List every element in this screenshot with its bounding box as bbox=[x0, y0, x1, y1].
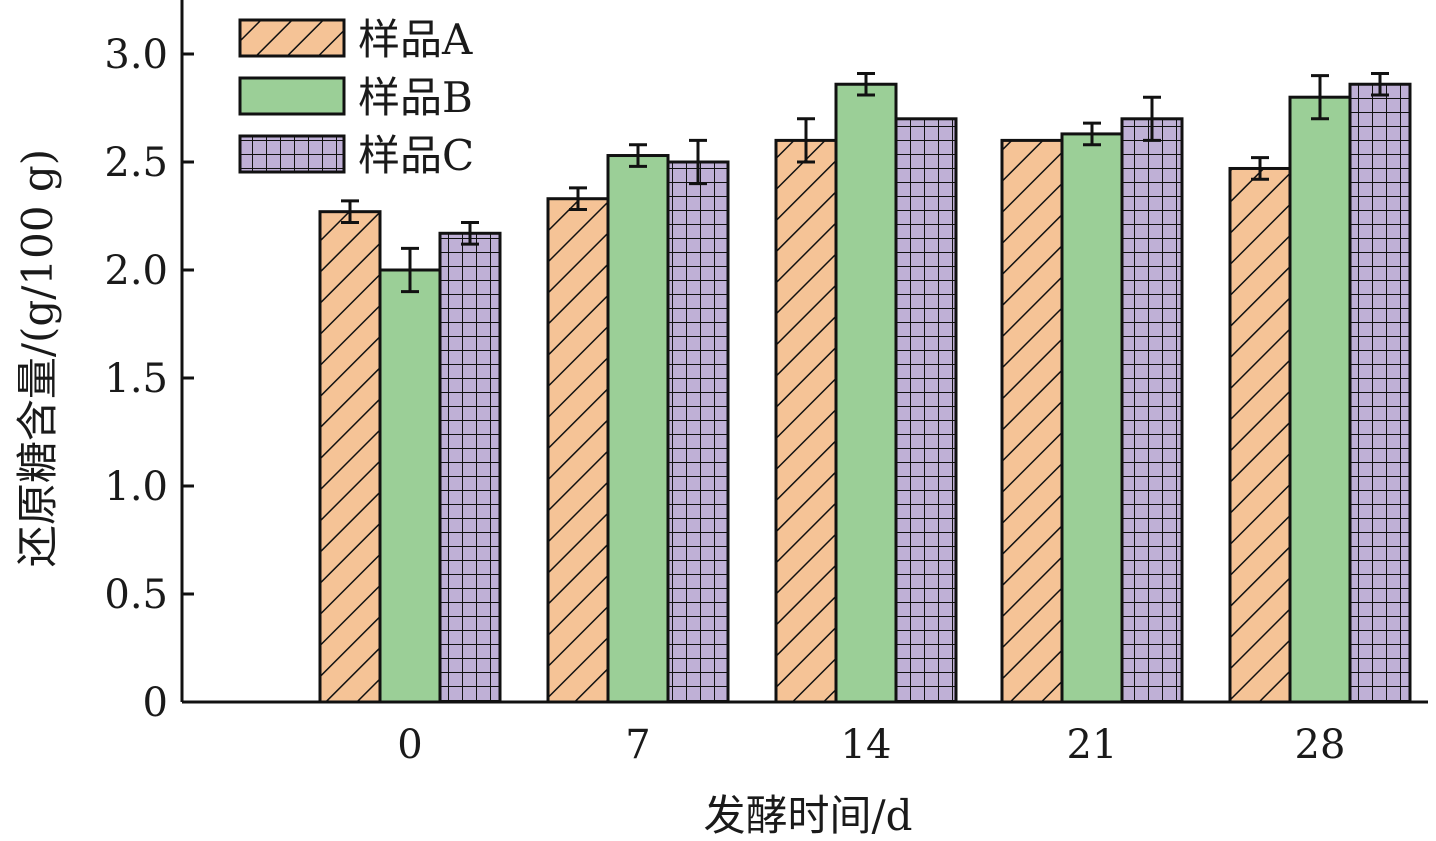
y-tick-label: 2.5 bbox=[104, 140, 168, 186]
error-bar-a-day-28 bbox=[1251, 156, 1269, 181]
bar-a-day-7 bbox=[546, 197, 610, 704]
bar-c-day-28 bbox=[1348, 82, 1412, 704]
legend-label-b: 样品B bbox=[358, 73, 473, 122]
bar-c-day-14 bbox=[894, 117, 958, 704]
legend-item-b: 样品B bbox=[238, 73, 473, 122]
y-tick-label: 1.0 bbox=[104, 464, 168, 510]
y-tick-label: 2.0 bbox=[104, 248, 168, 294]
x-axis: 0 7 14 21 28 bbox=[182, 700, 1428, 768]
error-bar-b-day-14 bbox=[857, 71, 875, 97]
legend-swatch-c bbox=[238, 134, 346, 174]
error-bar-b-day-7 bbox=[629, 143, 647, 168]
bar-a-day-14 bbox=[774, 138, 838, 704]
legend-item-c: 样品C bbox=[238, 131, 474, 180]
x-axis-title: 发酵时间/d bbox=[703, 791, 912, 840]
legend-swatch-b bbox=[238, 76, 346, 116]
bar-b-day-28 bbox=[1288, 95, 1352, 704]
bar-b-day-7 bbox=[606, 154, 670, 704]
bar-b-day-0 bbox=[378, 268, 442, 704]
error-bar-a-day-7 bbox=[569, 186, 587, 212]
error-bar-a-day-14 bbox=[797, 117, 815, 164]
error-bar-b-day-21 bbox=[1083, 121, 1101, 147]
error-bar-c-day-0 bbox=[461, 220, 479, 246]
bar-c-day-21 bbox=[1120, 117, 1184, 704]
error-bar-c-day-28 bbox=[1371, 71, 1389, 97]
y-axis: 0 0.5 1.0 1.5 2.0 2.5 3.0 bbox=[104, 0, 194, 726]
bar-b-day-14 bbox=[834, 82, 898, 704]
error-bar-a-day-0 bbox=[341, 199, 359, 224]
x-tick-label: 0 bbox=[397, 722, 422, 768]
error-bar-b-day-28 bbox=[1311, 74, 1329, 121]
legend-swatch-a bbox=[238, 18, 346, 58]
bar-c-day-0 bbox=[438, 231, 502, 704]
bar-a-day-28 bbox=[1228, 166, 1292, 704]
y-tick-label: 1.5 bbox=[104, 356, 168, 402]
bar-a-day-0 bbox=[318, 210, 382, 704]
error-bar-c-day-7 bbox=[689, 138, 707, 186]
plot-area bbox=[318, 71, 1412, 704]
x-tick-label: 7 bbox=[625, 722, 650, 768]
legend-label-c: 样品C bbox=[358, 131, 474, 180]
error-bar-b-day-0 bbox=[401, 246, 419, 294]
bar-a-day-21 bbox=[1000, 138, 1064, 704]
y-axis-title: 还原糖含量/(g/100 g) bbox=[13, 149, 62, 567]
y-tick-label: 0.5 bbox=[104, 572, 168, 618]
legend-label-a: 样品A bbox=[358, 15, 473, 64]
error-bar-c-day-21 bbox=[1143, 95, 1161, 142]
bar-b-day-21 bbox=[1060, 132, 1124, 704]
y-tick-label: 0 bbox=[143, 680, 168, 726]
y-tick-label: 3.0 bbox=[104, 32, 168, 78]
legend: 样品A 样品B 样品C bbox=[238, 15, 474, 180]
legend-item-a: 样品A bbox=[238, 15, 473, 64]
x-tick-label: 28 bbox=[1295, 722, 1346, 768]
x-tick-label: 21 bbox=[1067, 722, 1118, 768]
x-tick-label: 14 bbox=[841, 722, 892, 768]
bar-c-day-7 bbox=[666, 160, 730, 704]
